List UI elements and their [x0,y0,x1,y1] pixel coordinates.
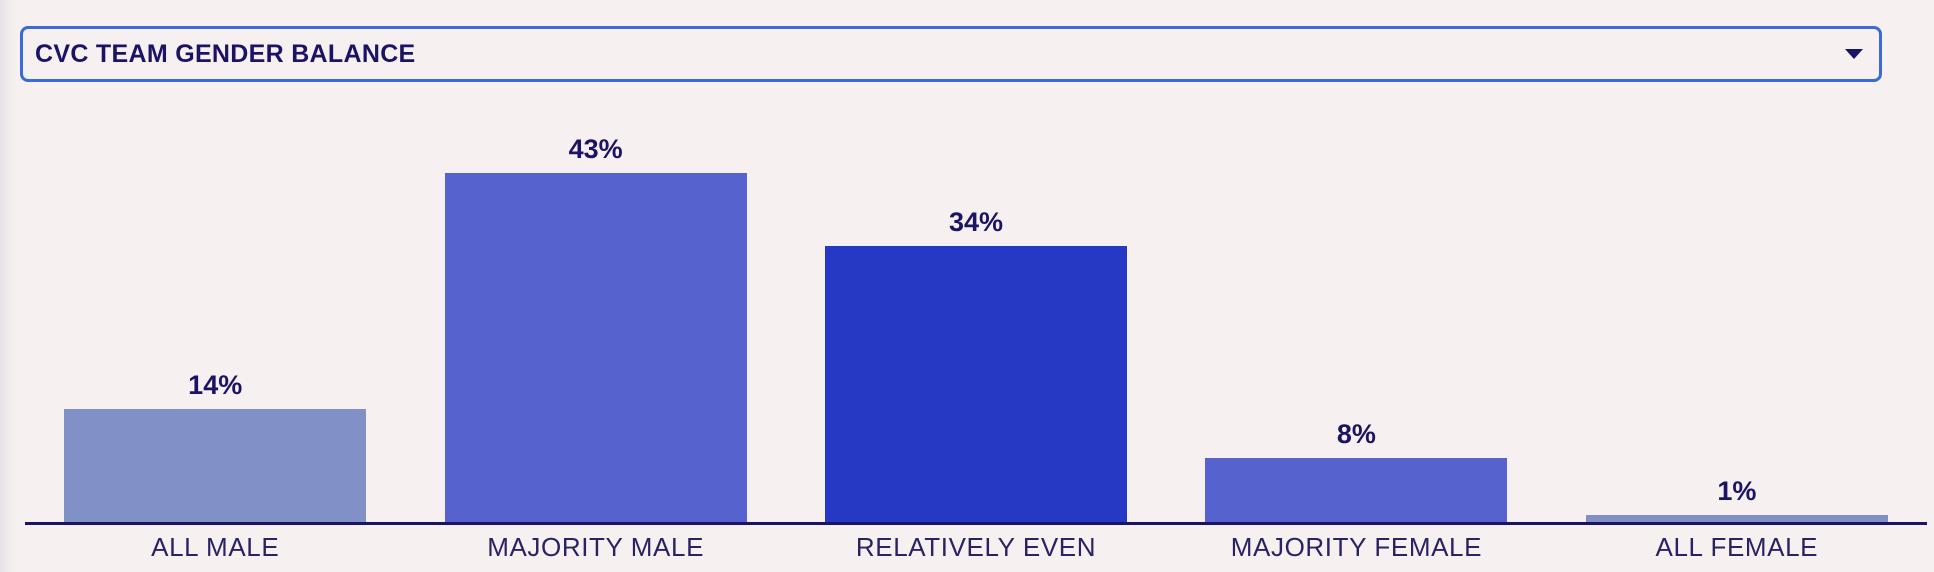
bar-majority-female[interactable] [1205,458,1508,523]
bar-column: 34% RELATIVELY EVEN [786,90,1166,572]
bar-value-label: 1% [1717,476,1757,507]
bar-columns: 14% ALL MALE 43% MAJORITY MALE 34% RELATIVELY… [25,90,1927,572]
bar-relatively-even[interactable] [825,246,1128,523]
bar-value-label: 43% [568,134,623,165]
chevron-down-icon [1845,49,1863,59]
bar-value-label: 34% [948,207,1004,238]
bar-value-label: 8% [1336,419,1376,450]
left-edge-shadow [0,0,16,572]
bar-category-label: RELATIVELY EVEN [855,532,1097,562]
bar-all-female[interactable] [1585,515,1888,523]
chart-title: CVC TEAM GENDER BALANCE [35,39,416,68]
bar-column: 8% MAJORITY FEMALE [1166,90,1546,572]
bar-all-male[interactable] [64,409,367,523]
x-axis-line [25,522,1927,525]
bar-column: 14% ALL MALE [25,90,405,572]
bar-value-label: 14% [188,370,243,401]
chart-title-dropdown[interactable]: CVC TEAM GENDER BALANCE [20,26,1882,82]
bar-category-label: MAJORITY FEMALE [1230,532,1483,562]
bar-majority-male[interactable] [444,173,747,523]
bar-column: 1% ALL FEMALE [1547,90,1927,572]
bar-category-label: ALL MALE [151,532,280,562]
bar-category-label: ALL FEMALE [1655,532,1819,562]
bar-column: 43% MAJORITY MALE [405,90,785,572]
bar-chart: 14% ALL MALE 43% MAJORITY MALE 34% RELATIVELY… [25,90,1927,572]
bar-category-label: MAJORITY MALE [487,532,705,562]
